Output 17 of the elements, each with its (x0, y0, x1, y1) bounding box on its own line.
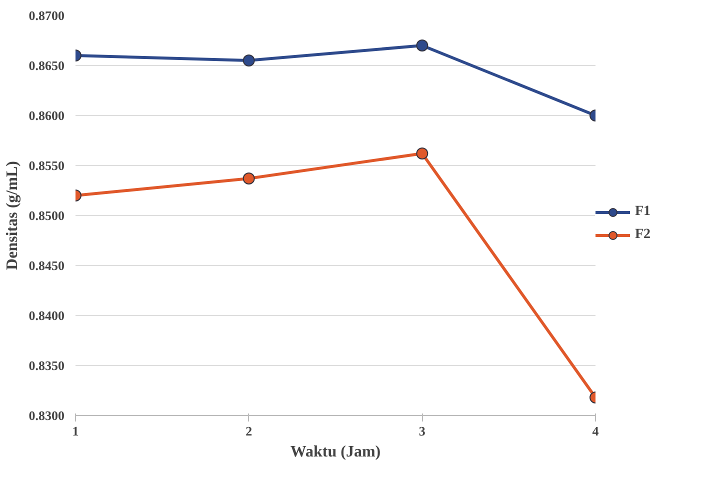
y-tick-label: 0.8600 (28, 108, 64, 123)
y-tick-label: 0.8300 (28, 408, 64, 423)
legend-label: F1 (635, 204, 652, 220)
y-tick-label: 0.8450 (28, 258, 64, 273)
y-tick-label: 0.8700 (28, 8, 64, 23)
y-tick-label: 0.8550 (28, 158, 64, 173)
x-tick-label: 4 (592, 424, 600, 438)
x-tick-label: 3 (418, 424, 426, 438)
y-tick-label: 0.8650 (28, 58, 64, 73)
y-tick-label: 0.8400 (28, 308, 64, 323)
x-tick-label: 1 (72, 424, 79, 438)
y-axis-title: Densitas (g/mL) (4, 161, 21, 270)
x-axis-title: Waktu (Jam) (290, 444, 381, 460)
y-tick-label: 0.8500 (28, 208, 64, 223)
legend-label: F2 (635, 227, 652, 243)
y-tick-label: 0.8350 (28, 358, 64, 373)
x-tick-label: 2 (246, 424, 252, 438)
